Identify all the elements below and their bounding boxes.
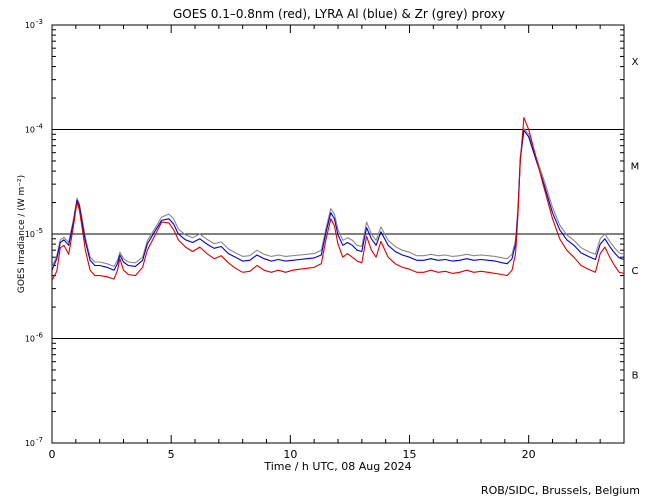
y-tick-label: 10 <box>25 21 35 30</box>
x-axis-label: Time / h UTC, 08 Aug 2024 <box>263 460 411 473</box>
y-tick-exponent: -7 <box>36 436 43 444</box>
x-tick-label: 0 <box>49 448 56 461</box>
x-tick-label: 15 <box>403 448 417 461</box>
y-tick-label: 10 <box>25 126 35 135</box>
flare-class-label: X <box>632 57 639 68</box>
y-tick-exponent: -6 <box>36 332 44 340</box>
x-axis-ticks: 0 5 10 15 20 <box>49 25 625 461</box>
flare-class-label: M <box>631 162 640 173</box>
y-tick-exponent: -5 <box>36 227 43 235</box>
y-tick-exponent: -4 <box>36 123 44 131</box>
series-line-lyra-zr-proxy <box>51 128 625 268</box>
flare-class-label: C <box>632 266 639 277</box>
series-line-goes-0-1-0-8nm <box>51 117 625 281</box>
flare-class-label: B <box>632 371 639 382</box>
y-tick-label: 10 <box>25 335 35 344</box>
flare-class-labels: X M C B <box>631 57 640 382</box>
series-line-lyra-al-proxy <box>51 129 625 271</box>
series-layer <box>51 117 625 281</box>
y-tick-label: 10 <box>25 439 35 448</box>
y-tick-exponent: -3 <box>36 18 43 26</box>
x-tick-label: 5 <box>168 448 175 461</box>
y-axis-label: GOES Irradiance / (W m⁻²) <box>17 175 27 293</box>
y-tick-label: 10 <box>25 230 35 239</box>
x-tick-label: 10 <box>283 448 297 461</box>
credit-text: ROB/SIDC, Brussels, Belgium <box>481 484 640 497</box>
x-tick-label: 20 <box>522 448 536 461</box>
y-axis-ticks: 10-710-610-510-410-3 <box>25 18 624 448</box>
chart-title: GOES 0.1–0.8nm (red), LYRA Al (blue) & Z… <box>173 7 505 21</box>
